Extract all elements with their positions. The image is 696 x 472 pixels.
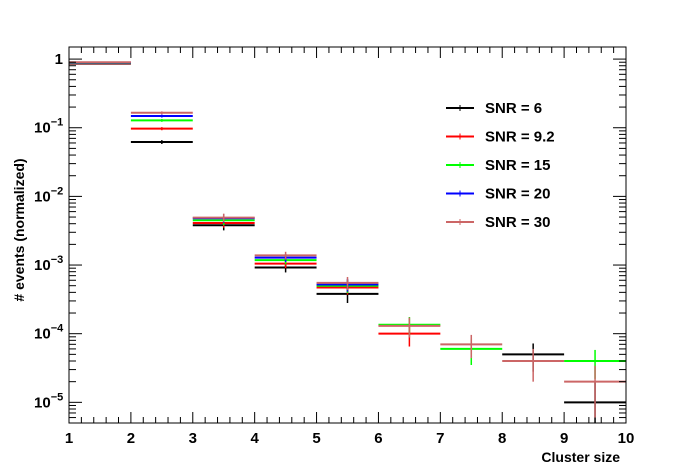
x-tick-label: 1 <box>65 430 73 447</box>
y-tick-label: 10−2 <box>34 185 63 205</box>
x-tick-label: 8 <box>498 430 506 447</box>
series-layer <box>69 61 626 423</box>
y-tick-label: 10−1 <box>34 117 63 137</box>
x-axis-title: Cluster size <box>541 449 620 465</box>
series-group <box>69 62 441 347</box>
y-tick-label: 10−4 <box>34 323 64 343</box>
x-tick-label: 9 <box>560 430 568 447</box>
x-tick-label: 10 <box>618 430 635 447</box>
y-tick-label: 10−3 <box>34 254 63 274</box>
x-tick-label: 5 <box>312 430 320 447</box>
x-tick-label: 6 <box>374 430 382 447</box>
series-group <box>69 61 379 292</box>
legend-label: SNR = 6 <box>485 100 542 117</box>
series-group <box>69 62 626 423</box>
plot-frame <box>68 46 627 424</box>
x-tick-label: 3 <box>189 430 197 447</box>
legend-label: SNR = 9.2 <box>485 129 555 146</box>
legend: SNR = 6 SNR = 9.2 SNR = 15 SNR = 20 SNR = 30 <box>446 100 555 231</box>
y-tick-label: 1 <box>55 51 63 68</box>
legend-label: SNR = 30 <box>485 214 550 231</box>
legend-label: SNR = 20 <box>485 186 550 203</box>
axes-layer: 1 2 3 4 5 6 7 8 9 10 10−5 10−4 10−3 10−2 10−1 1 <box>34 46 635 447</box>
x-tick-label: 4 <box>250 430 259 447</box>
y-axis-title: # events (normalized) <box>11 158 27 301</box>
x-tick-label: 7 <box>436 430 444 447</box>
legend-label: SNR = 15 <box>485 157 550 174</box>
y-tick-label: 10−5 <box>34 391 63 411</box>
x-tick-label: 2 <box>127 430 135 447</box>
series-group <box>69 61 626 418</box>
